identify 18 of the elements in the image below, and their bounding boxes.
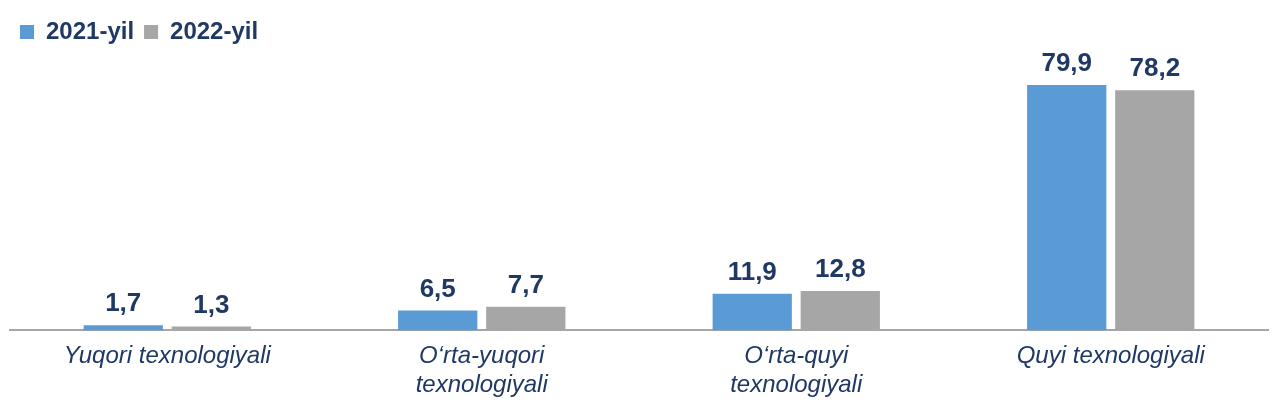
data-label: 78,2 [1129, 52, 1181, 83]
x-tick-label: O‘rta-yuqori texnologiyali [415, 341, 549, 398]
legend-label: 2021-yil [46, 16, 135, 44]
x-tick-label: Quyi texnologiyali [1016, 341, 1206, 369]
data-label: 79,9 [1041, 47, 1093, 78]
bar [398, 310, 478, 331]
bar [1027, 85, 1107, 331]
data-label: 1,3 [193, 288, 230, 319]
legend-label: 2022-yil [170, 16, 259, 44]
bar [83, 325, 163, 331]
data-label: 1,7 [105, 287, 142, 318]
x-tick-label: Yuqori texnologiyali [63, 341, 272, 369]
x-tick-label: O‘rta-quyi texnologiyali [730, 341, 863, 398]
bar [712, 293, 792, 331]
data-label: 11,9 [727, 256, 777, 287]
data-label: 7,7 [507, 268, 544, 299]
data-label: 6,5 [419, 272, 456, 303]
data-label: 12,8 [814, 253, 866, 284]
